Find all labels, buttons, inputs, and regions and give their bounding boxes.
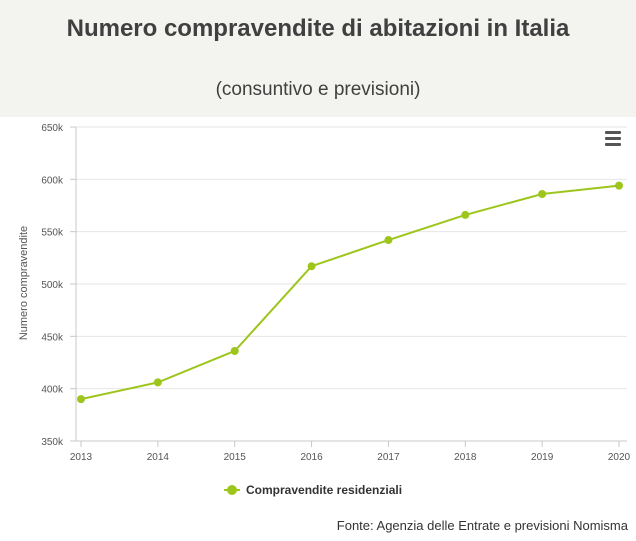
x-tick-label: 2017	[377, 452, 400, 463]
data-point[interactable]	[461, 210, 470, 219]
chart-header: Numero compravendite di abitazioni in It…	[0, 0, 636, 117]
series-line[interactable]	[80, 184, 620, 401]
x-tick-label: 2013	[70, 452, 93, 463]
series-compravendite-residenziali[interactable]	[77, 181, 623, 404]
x-tick-label: 2016	[300, 452, 323, 463]
hamburger-menu-icon[interactable]	[604, 130, 624, 146]
y-tick-label: 500k	[41, 280, 64, 291]
y-tick-label: 650k	[41, 123, 64, 134]
x-tick-label: 2020	[608, 452, 631, 463]
y-tick-label: 450k	[41, 332, 64, 343]
data-point[interactable]	[538, 189, 547, 198]
y-tick-label: 400k	[41, 385, 64, 396]
grid-lines	[76, 126, 627, 390]
x-tick-label: 2014	[147, 452, 170, 463]
legend-marker-icon	[224, 483, 240, 497]
axes: 350k 400k 450k 500k 550k 600k 650k Numero compr…	[18, 123, 631, 463]
chart-subtitle: (consuntivo e previsioni)	[215, 79, 421, 100]
y-tick-label: 550k	[41, 228, 64, 239]
source-note: Fonte: Agenzia delle Entrate e prevision…	[336, 518, 628, 533]
data-point[interactable]	[153, 378, 162, 387]
legend-item[interactable]: Compravendite residenziali	[224, 480, 402, 500]
data-point[interactable]	[77, 395, 85, 404]
y-tick-label: 350k	[41, 437, 64, 448]
chart-title: Numero compravendite di abitazioni in It…	[66, 15, 570, 42]
y-tick-label: 600k	[41, 175, 64, 186]
x-tick-label: 2015	[224, 452, 247, 463]
y-axis-title: Numero compravendite	[18, 226, 30, 340]
data-point[interactable]	[384, 236, 393, 245]
x-tick-label: 2018	[454, 452, 477, 463]
legend-label: Compravendite residenziali	[246, 483, 403, 497]
x-tick-label: 2019	[531, 452, 554, 463]
data-point[interactable]	[230, 346, 239, 355]
data-point[interactable]	[307, 262, 316, 271]
data-point[interactable]	[615, 181, 623, 190]
